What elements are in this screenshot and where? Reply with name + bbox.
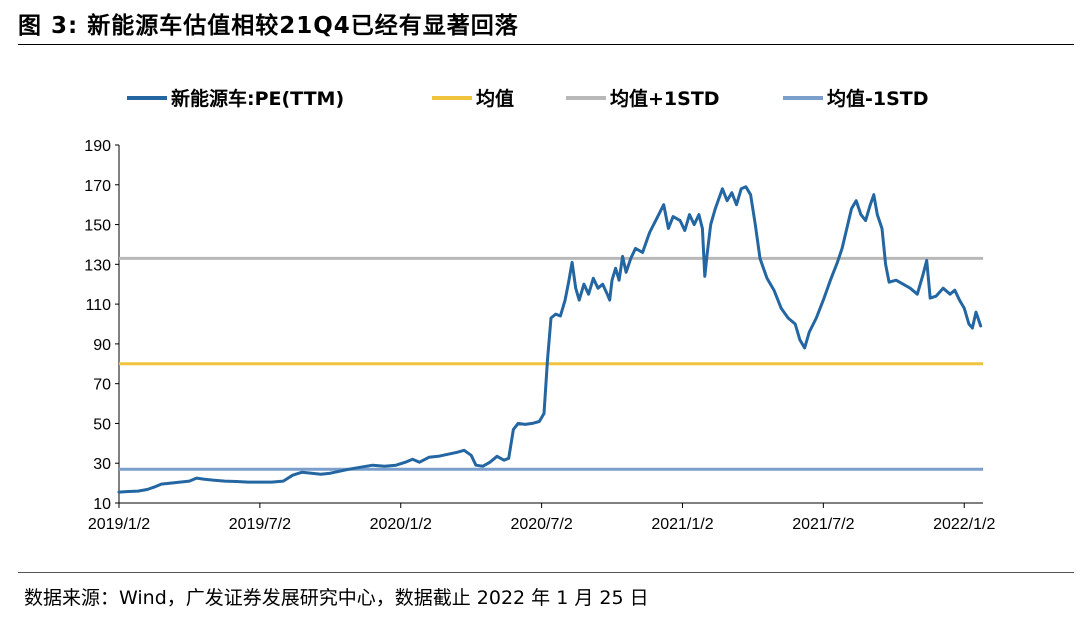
x-tick-label: 2020/1/2: [370, 516, 432, 533]
reference-lines: [119, 256, 983, 471]
y-tick-label: 50: [93, 416, 111, 433]
x-tick-label: 2020/7/2: [510, 516, 572, 533]
series-layer: [117, 185, 983, 494]
x-tick-label: 2019/7/2: [229, 516, 291, 533]
y-tick-label: 10: [93, 496, 111, 513]
x-tick-label: 2019/1/2: [88, 516, 150, 533]
legend-label: 均值: [476, 87, 514, 110]
x-tick-label: 2021/1/2: [651, 516, 713, 533]
legend-label: 均值-1STD: [827, 87, 929, 110]
figure-title: 图 3: 新能源车估值相较21Q4已经有显著回落: [18, 13, 519, 39]
title-divider: [18, 44, 1074, 45]
y-tick-label: 110: [85, 297, 111, 314]
y-tick-label: 70: [93, 377, 111, 394]
y-tick-label: 150: [84, 218, 111, 235]
legend-label: 均值+1STD: [610, 87, 720, 110]
chart-legend: 新能源车:PE(TTM) 均值 均值+1STD 均值-1STD: [127, 87, 929, 110]
legend-label: 新能源车:PE(TTM): [171, 87, 344, 110]
y-tick-label: 30: [93, 456, 111, 473]
x-tick-label: 2022/1/2: [933, 516, 995, 533]
source-divider: [18, 572, 1074, 573]
y-tick-label: 130: [84, 257, 111, 274]
y-tick-label: 190: [84, 138, 111, 155]
x-tick-label: 2021/7/2: [792, 516, 854, 533]
chart-axes: 10 30 50 70 90 110 130 150 170 190 2019/1/2 2019/7/…: [84, 138, 995, 533]
source-note: 数据来源：Wind，广发证券发展研究中心，数据截止 2022 年 1 月 25 …: [24, 587, 649, 609]
pe-ttm-series-line: [117, 185, 983, 494]
y-tick-label: 90: [93, 337, 111, 354]
y-tick-label: 170: [84, 178, 111, 195]
